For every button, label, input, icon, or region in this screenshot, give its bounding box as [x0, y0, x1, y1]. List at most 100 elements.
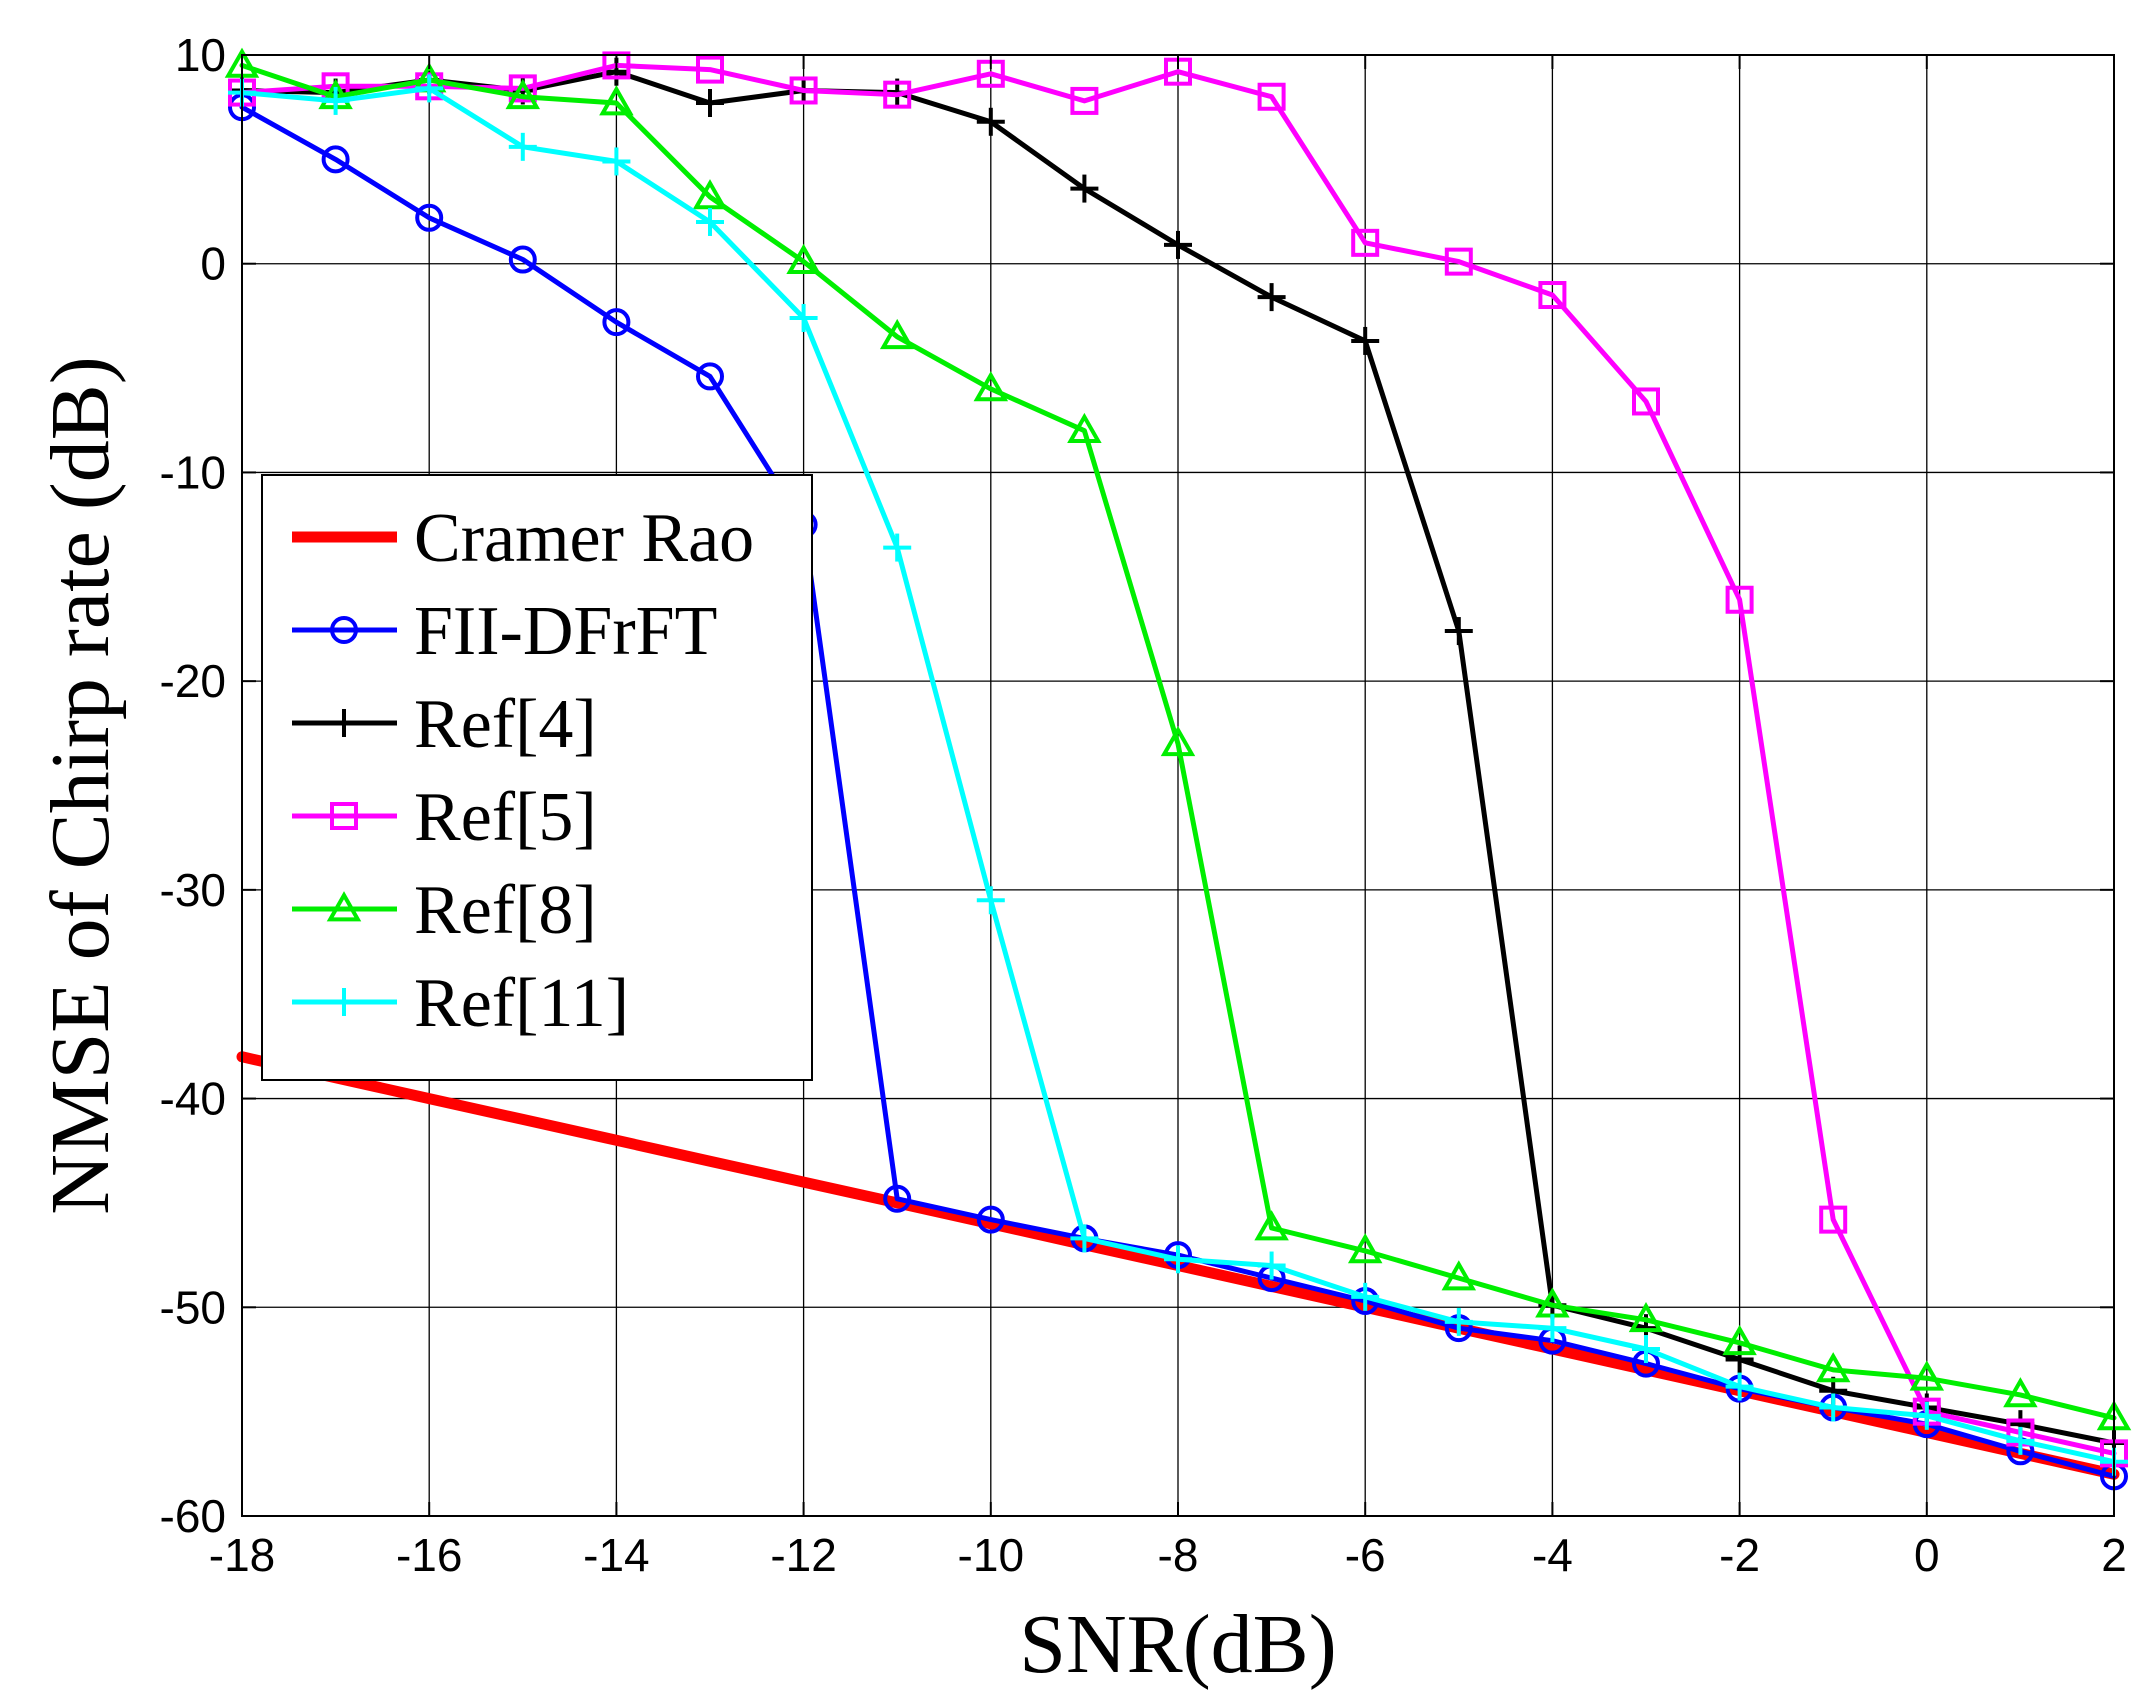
data-point — [973, 371, 1009, 402]
y-tick-label: -10 — [160, 446, 226, 498]
x-tick-label: -4 — [1532, 1529, 1573, 1581]
data-point — [1815, 1352, 1851, 1383]
data-point — [883, 80, 912, 109]
data-point — [1444, 1307, 1473, 1336]
series-line — [239, 62, 2117, 1456]
data-point — [1164, 1245, 1192, 1274]
y-tick-label: -40 — [160, 1073, 226, 1125]
data-point — [696, 207, 724, 236]
x-tick-label: 2 — [2101, 1529, 2127, 1581]
data-point — [1257, 283, 1286, 312]
data-point — [1912, 1401, 1941, 1430]
tick-labels: -18 -16 -14 -12 -10 -8 -6 -4 -2 0 2100-10-20-30-40… — [160, 29, 2127, 1581]
y-tick-label: -30 — [160, 864, 226, 916]
data-point — [1257, 1251, 1286, 1280]
x-tick-label: -10 — [958, 1529, 1024, 1581]
data-point — [786, 243, 821, 274]
data-point — [976, 1205, 1005, 1234]
series-4 — [224, 47, 2132, 1431]
data-point — [1632, 387, 1660, 416]
data-point — [1725, 1345, 1754, 1374]
data-point — [1351, 228, 1380, 257]
data-point — [1254, 1210, 1289, 1241]
data-point — [1538, 1314, 1567, 1343]
data-point — [883, 1184, 912, 1213]
y-tick-label: 10 — [175, 29, 226, 81]
y-tick-label: 0 — [200, 238, 226, 290]
data-point — [696, 55, 724, 84]
data-point — [1067, 412, 1102, 444]
data-point — [415, 74, 444, 103]
data-point — [508, 74, 537, 103]
legend-swatch-marker — [330, 802, 358, 830]
data-point — [321, 86, 350, 115]
x-axis-title: SNR(dB) — [1019, 1598, 1336, 1691]
data-point — [879, 318, 915, 350]
data-point — [1819, 1393, 1848, 1422]
x-tick-label: -8 — [1158, 1529, 1199, 1581]
data-point — [321, 145, 350, 174]
data-point — [1909, 1360, 1945, 1391]
ticks — [241, 54, 2115, 1517]
data-point — [2003, 1377, 2038, 1408]
data-point — [1725, 1372, 1754, 1401]
data-point — [415, 203, 444, 232]
legend-swatch-marker — [326, 891, 362, 922]
x-tick-label: -16 — [396, 1529, 462, 1581]
data-point — [696, 362, 724, 391]
data-point — [505, 78, 541, 110]
legend-label: Ref[11] — [414, 965, 629, 1042]
data-point — [1632, 1335, 1660, 1364]
data-point — [696, 89, 724, 118]
data-point — [1351, 1282, 1380, 1311]
data-point — [1441, 1260, 1477, 1291]
data-point — [1070, 86, 1099, 115]
data-point — [2006, 1426, 2035, 1455]
data-point — [602, 51, 631, 80]
data-point — [1444, 247, 1473, 276]
data-point — [976, 886, 1005, 915]
data-point — [976, 107, 1005, 136]
data-point — [1819, 1205, 1848, 1234]
data-point — [789, 303, 818, 332]
data-point — [1070, 1224, 1099, 1253]
data-point — [1257, 82, 1286, 111]
data-point — [508, 132, 537, 161]
legend-label: Ref[4] — [414, 686, 597, 763]
data-point — [789, 76, 818, 105]
y-axis-title: NMSE of Chirp rate (dB) — [34, 356, 127, 1215]
legend-box — [261, 474, 813, 1081]
x-tick-label: 0 — [1914, 1529, 1940, 1581]
legend-label: FII-DFrFT — [414, 593, 717, 670]
legend-label: Ref[5] — [414, 779, 597, 856]
data-point — [1725, 585, 1754, 614]
legend-swatch-marker — [330, 988, 358, 1016]
y-tick-label: -60 — [160, 1490, 226, 1542]
data-point — [1164, 230, 1192, 259]
series-layer — [224, 47, 2132, 1491]
x-tick-label: -14 — [583, 1529, 649, 1581]
data-point — [602, 308, 631, 337]
legend-swatch-marker — [330, 709, 358, 737]
x-tick-label: -6 — [1345, 1529, 1386, 1581]
data-point — [1347, 1233, 1383, 1264]
data-point — [602, 147, 631, 176]
y-tick-label: -20 — [160, 655, 226, 707]
data-point — [1628, 1301, 1664, 1333]
y-tick-label: -50 — [160, 1281, 226, 1333]
data-point — [599, 85, 634, 116]
data-point — [692, 179, 728, 210]
data-point — [1444, 617, 1473, 646]
data-point — [1070, 174, 1099, 203]
data-point — [508, 245, 537, 274]
series-line — [239, 62, 2117, 1421]
legend-label: Cramer Rao — [414, 500, 754, 577]
legend-swatch-marker — [330, 616, 358, 644]
data-point — [1351, 326, 1380, 355]
x-tick-label: -2 — [1719, 1529, 1760, 1581]
data-point — [1160, 725, 1196, 757]
x-tick-label: -12 — [770, 1529, 836, 1581]
data-point — [883, 533, 912, 562]
x-tick-label: -18 — [209, 1529, 275, 1581]
